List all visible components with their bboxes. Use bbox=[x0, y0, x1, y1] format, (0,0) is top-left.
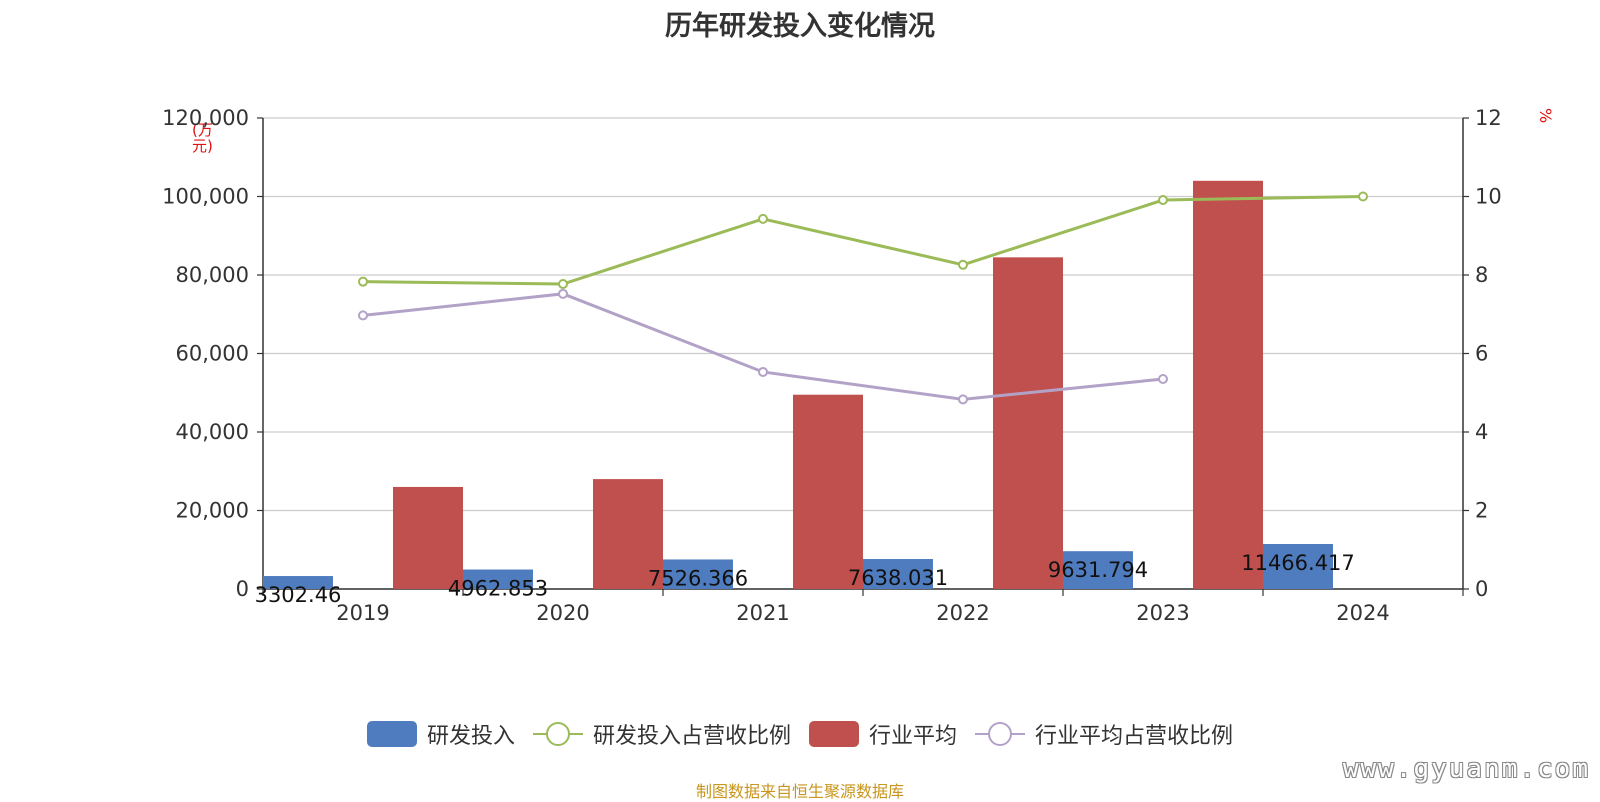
x-tick-label: 2024 bbox=[1336, 601, 1389, 625]
y-right-tick-label: 12 bbox=[1475, 106, 1502, 130]
y-left-tick-label: 20,000 bbox=[176, 499, 249, 523]
line-rd-ratio bbox=[362, 195, 1364, 286]
y-left-tick-label: 120,000 bbox=[162, 106, 249, 130]
y-left-tick-label: 100,000 bbox=[162, 185, 249, 209]
legend-item-rd-investment[interactable]: 研发投入 bbox=[366, 718, 515, 750]
bar-industry-avg bbox=[1193, 180, 1263, 590]
bar-rd-investment bbox=[1063, 551, 1133, 589]
legend-item-industry-ratio[interactable]: 行业平均占营收比例 bbox=[975, 718, 1233, 750]
bar-value-label: 7526.366 bbox=[648, 566, 748, 590]
y-left-tick-label: 60,000 bbox=[176, 342, 249, 366]
y-right-tick-label: 4 bbox=[1475, 420, 1488, 444]
bar-rd-investment bbox=[1263, 543, 1333, 589]
bar-industry-avg bbox=[793, 394, 863, 589]
point-industry-ratio bbox=[558, 288, 568, 299]
bar-rd-investment bbox=[663, 559, 733, 589]
bar-industry-avg bbox=[993, 257, 1063, 589]
y-right-tick-label: 8 bbox=[1475, 263, 1488, 287]
point-rd-ratio bbox=[358, 276, 368, 287]
y-left-tick-label: 40,000 bbox=[176, 420, 249, 444]
y-left-tick-label: 80,000 bbox=[176, 263, 249, 287]
legend-label-rd-ratio: 研发投入占营收比例 bbox=[592, 724, 791, 749]
point-industry-ratio bbox=[358, 310, 368, 321]
x-tick-label: 2020 bbox=[536, 601, 589, 625]
bar-rd-investment bbox=[463, 569, 533, 589]
point-industry-ratio bbox=[1158, 374, 1168, 385]
x-tick-label: 2021 bbox=[736, 601, 789, 625]
bar-value-label: 3302.46 bbox=[255, 583, 342, 607]
point-rd-ratio bbox=[558, 279, 568, 290]
point-industry-ratio bbox=[758, 366, 768, 377]
legend-swatch-rd-investment bbox=[366, 721, 417, 747]
chart-legend: 研发投入 研发投入占营收比例 行业平均 行业平均占营收比例 bbox=[0, 718, 1600, 750]
y-right-tick-label: 10 bbox=[1475, 185, 1502, 209]
legend-label-industry-ratio: 行业平均占营收比例 bbox=[1035, 724, 1234, 749]
bar-value-label: 11466.417 bbox=[1241, 551, 1355, 575]
x-tick-label: 2022 bbox=[936, 601, 989, 625]
legend-item-industry-avg[interactable]: 行业平均 bbox=[809, 718, 957, 750]
chart-title: 历年研发投入变化情况 bbox=[665, 11, 935, 42]
x-tick-label: 2019 bbox=[336, 601, 389, 625]
x-tick-label: 2023 bbox=[1136, 601, 1189, 625]
bar-rd-investment bbox=[263, 576, 333, 589]
point-rd-ratio bbox=[1358, 191, 1368, 202]
y-left-tick-label: 0 bbox=[236, 577, 249, 601]
bar-rd-investment bbox=[863, 559, 933, 589]
data-source-note: 制图数据来自恒生聚源数据库 bbox=[695, 782, 904, 801]
watermark: www.gyuanm.com bbox=[1342, 754, 1590, 784]
y-right-tick-label: 0 bbox=[1475, 577, 1488, 601]
legend-item-rd-ratio[interactable]: 研发投入占营收比例 bbox=[532, 718, 791, 750]
bar-industry-avg bbox=[593, 479, 663, 589]
legend-swatch-industry-ratio bbox=[975, 721, 1026, 747]
point-industry-ratio bbox=[958, 394, 968, 405]
point-rd-ratio bbox=[758, 213, 768, 224]
bar-value-label: 9631.794 bbox=[1048, 558, 1148, 582]
legend-label-rd-investment: 研发投入 bbox=[426, 724, 515, 749]
bar-value-label: 7638.031 bbox=[848, 566, 948, 590]
y-right-tick-label: 2 bbox=[1475, 499, 1488, 523]
legend-swatch-industry-avg bbox=[809, 721, 859, 747]
y-right-tick-label: 6 bbox=[1475, 342, 1488, 366]
bar-value-label: 4962.853 bbox=[448, 577, 548, 601]
bar-industry-avg bbox=[393, 486, 463, 589]
left-axis-unit: (万元) bbox=[192, 121, 213, 155]
point-rd-ratio bbox=[958, 259, 968, 270]
legend-swatch-rd-ratio bbox=[532, 721, 583, 747]
legend-label-industry-avg: 行业平均 bbox=[869, 724, 958, 749]
point-rd-ratio bbox=[1158, 195, 1168, 206]
